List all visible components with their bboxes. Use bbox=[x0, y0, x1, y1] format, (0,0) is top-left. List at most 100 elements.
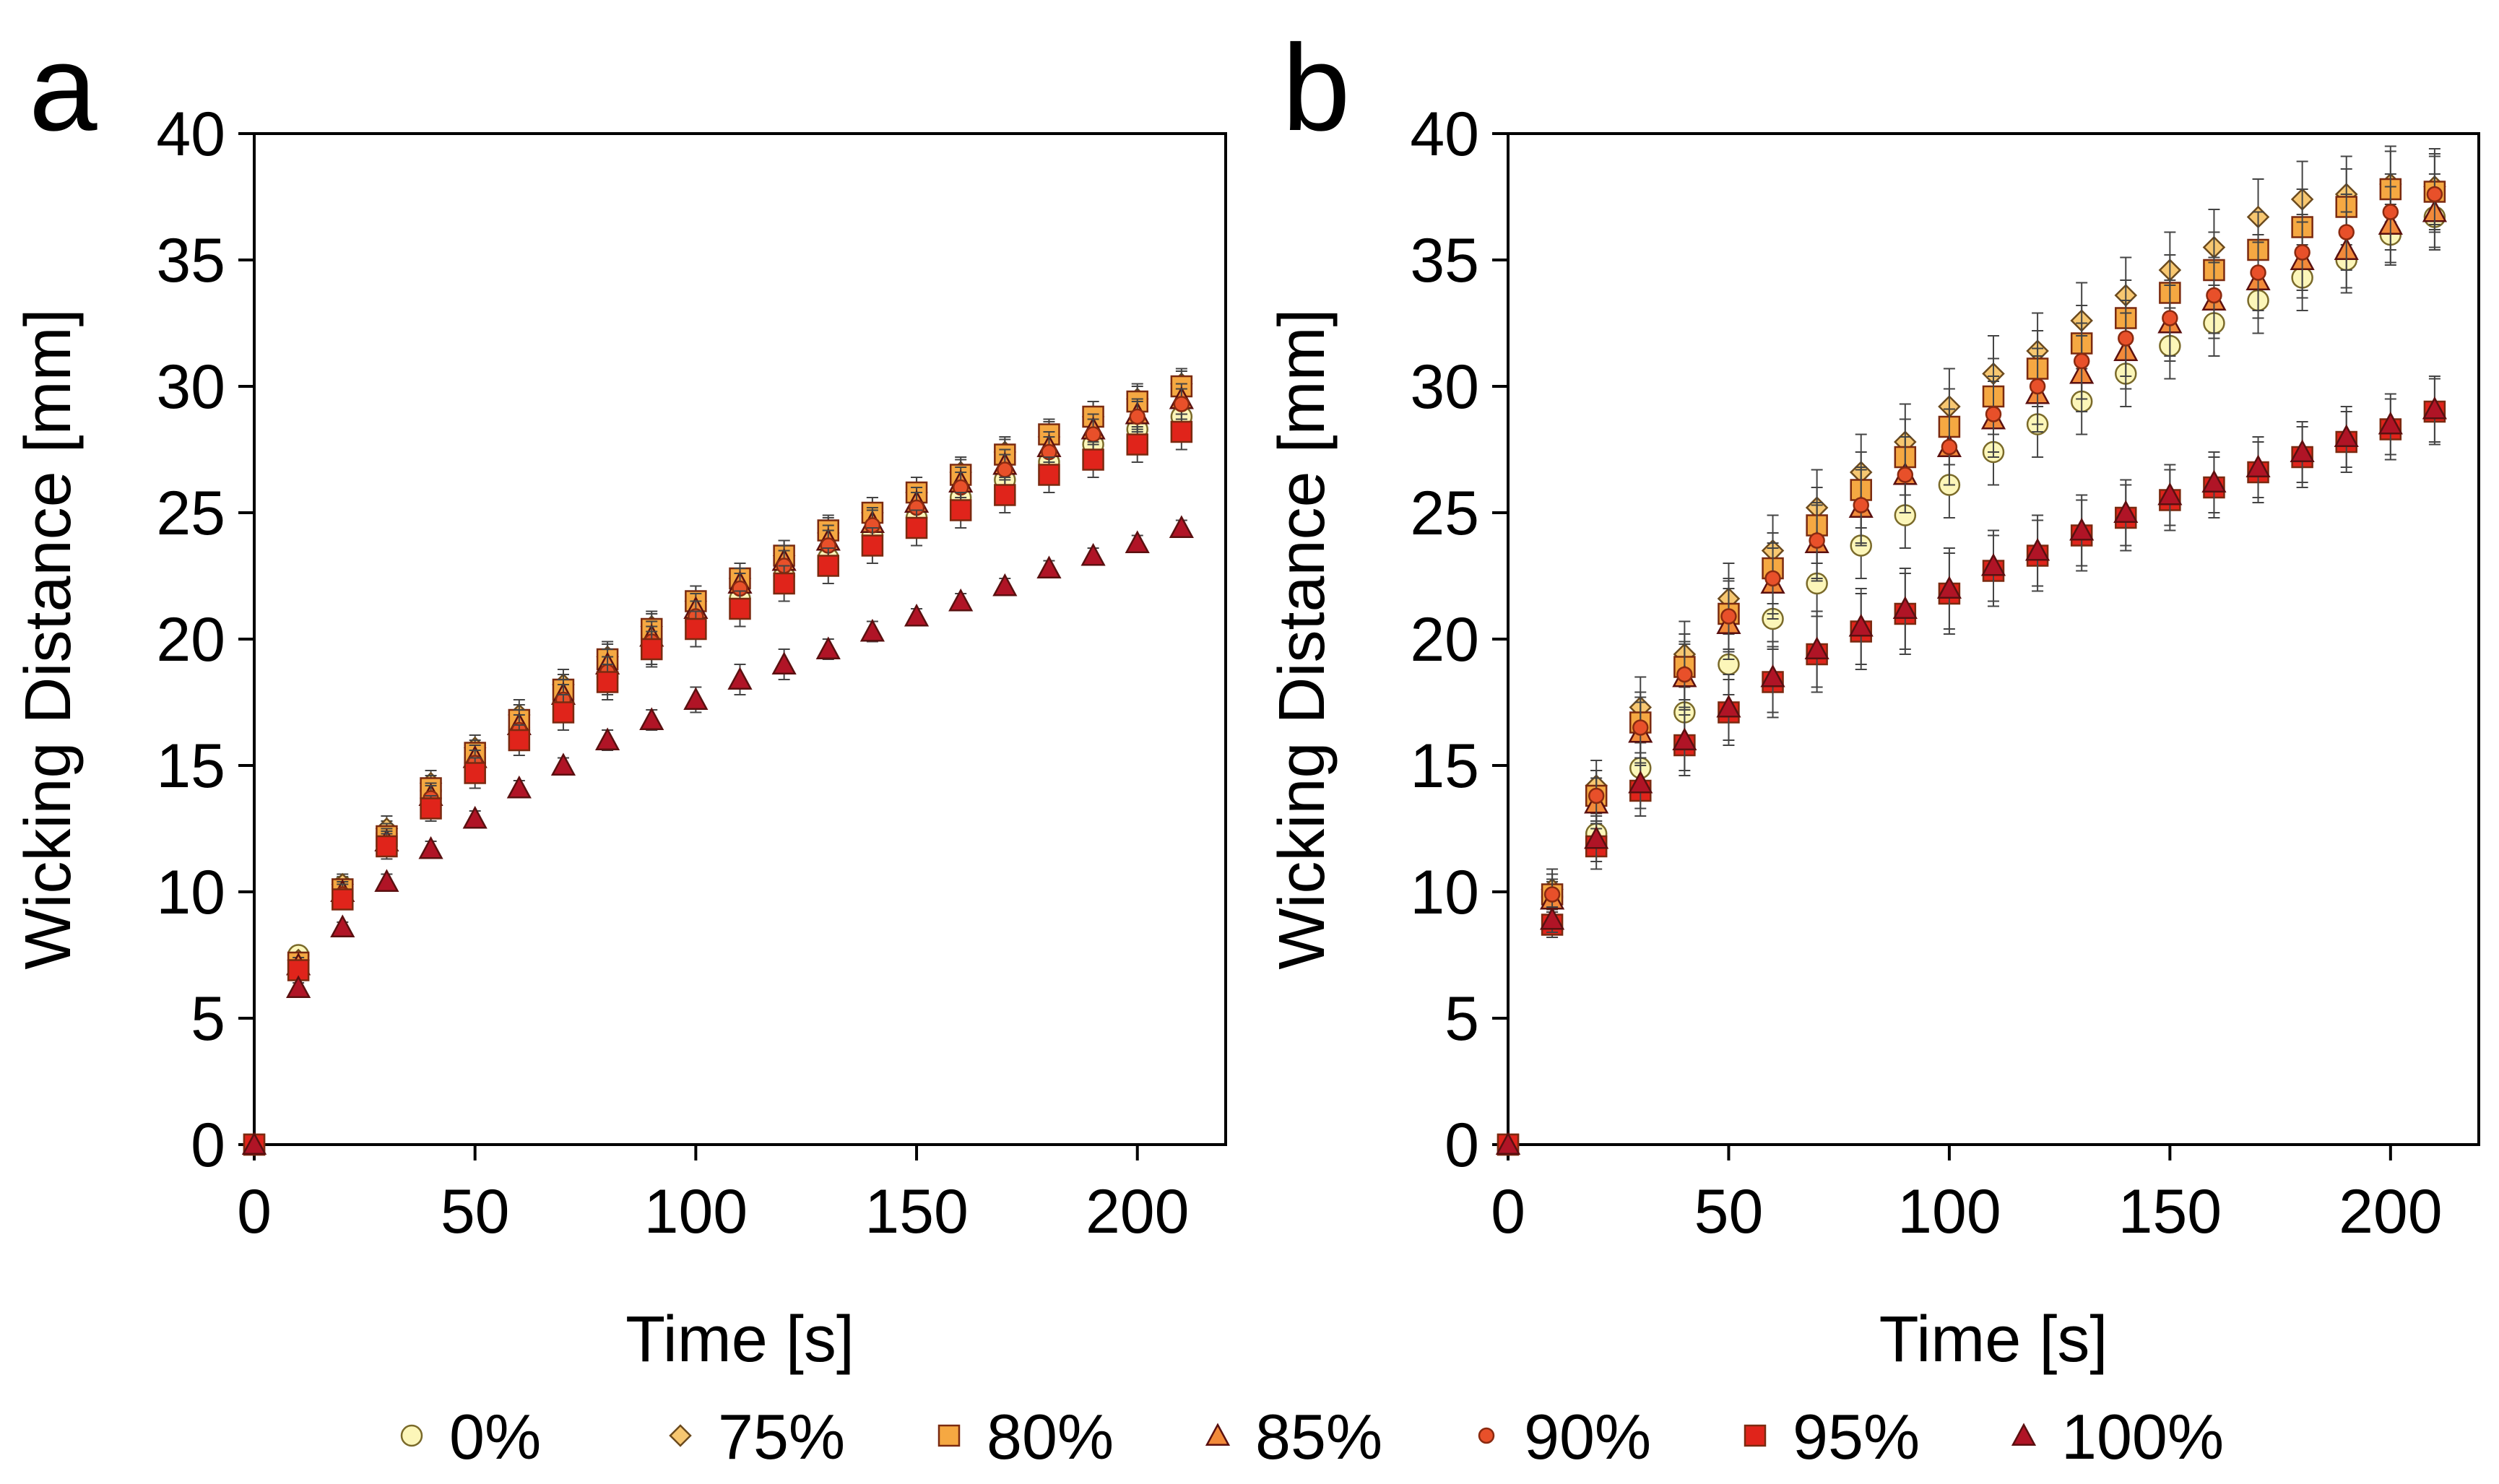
data-point bbox=[420, 797, 442, 820]
data-point bbox=[464, 762, 486, 784]
data-point bbox=[1804, 636, 1829, 659]
data-point bbox=[2162, 310, 2178, 326]
series-0pct bbox=[1497, 186, 2446, 1156]
legend-label: 100% bbox=[2061, 1401, 2224, 1472]
y-tick-label: 0 bbox=[1445, 1111, 1479, 1180]
data-point bbox=[2422, 396, 2448, 420]
data-point bbox=[2334, 424, 2359, 447]
legend-marker bbox=[1478, 1427, 1495, 1444]
data-point bbox=[418, 836, 443, 859]
data-point bbox=[859, 618, 885, 642]
data-point bbox=[904, 603, 930, 627]
data-point bbox=[550, 752, 576, 776]
x-tick-label: 0 bbox=[237, 1177, 272, 1246]
y-tick-label: 15 bbox=[1410, 732, 1479, 801]
legend-item: 75% bbox=[669, 1401, 845, 1472]
data-point bbox=[1170, 420, 1193, 443]
legend: 0% 75% 80% 85% 90% 95% 100% bbox=[400, 1401, 2224, 1472]
legend-label: 95% bbox=[1793, 1401, 1920, 1472]
data-point bbox=[815, 636, 841, 659]
data-point bbox=[594, 727, 620, 750]
panel-label: b bbox=[1282, 19, 1351, 157]
data-point bbox=[508, 729, 531, 752]
data-point bbox=[596, 671, 619, 693]
data-point bbox=[2118, 330, 2134, 347]
y-tick-label: 40 bbox=[1410, 100, 1479, 169]
legend-item: 100% bbox=[2011, 1401, 2224, 1472]
data-point bbox=[2294, 244, 2310, 261]
data-point bbox=[1038, 464, 1060, 486]
x-tick-label: 100 bbox=[644, 1177, 748, 1246]
y-tick-label: 25 bbox=[1410, 479, 1479, 548]
data-point bbox=[1125, 530, 1150, 553]
data-point bbox=[2426, 186, 2443, 203]
data-point bbox=[729, 597, 751, 620]
legend-item: 90% bbox=[1478, 1401, 1651, 1472]
data-point bbox=[1082, 448, 1104, 471]
legend-marker bbox=[1205, 1423, 1231, 1446]
y-tick-label: 5 bbox=[1445, 984, 1479, 1054]
legend-label: 75% bbox=[718, 1401, 845, 1472]
y-axis-label: Wicking Distance [mm] bbox=[1266, 308, 1338, 969]
data-point bbox=[817, 555, 840, 577]
x-tick-label: 50 bbox=[441, 1177, 510, 1246]
x-tick-label: 200 bbox=[2339, 1177, 2443, 1246]
data-point bbox=[1848, 613, 1874, 637]
data-point bbox=[1672, 727, 1697, 750]
legend-marker bbox=[937, 1424, 961, 1447]
data-point bbox=[685, 617, 707, 641]
data-point bbox=[727, 667, 753, 690]
y-tick-label: 30 bbox=[156, 352, 225, 422]
data-point bbox=[332, 888, 354, 911]
y-tick-label: 5 bbox=[191, 984, 225, 1054]
data-point bbox=[1632, 719, 1649, 736]
data-point bbox=[683, 687, 709, 710]
data-point bbox=[949, 499, 972, 521]
data-point bbox=[1980, 552, 2006, 576]
data-point bbox=[640, 638, 663, 661]
legend-label: 80% bbox=[987, 1401, 1114, 1472]
y-tick-label: 20 bbox=[1410, 605, 1479, 674]
series-90pct bbox=[1499, 155, 2443, 1153]
data-point bbox=[2245, 454, 2271, 477]
data-point bbox=[992, 573, 1018, 596]
series-100pct bbox=[241, 515, 1194, 1155]
data-point bbox=[1169, 515, 1194, 538]
y-tick-label: 10 bbox=[156, 858, 225, 927]
data-point bbox=[2290, 439, 2315, 462]
data-point bbox=[773, 572, 795, 595]
x-tick-label: 100 bbox=[1897, 1177, 2001, 1246]
data-point bbox=[1720, 608, 1737, 625]
data-point bbox=[997, 461, 1013, 478]
data-point bbox=[1809, 532, 1825, 549]
data-point bbox=[1676, 666, 1693, 683]
data-point bbox=[506, 775, 532, 799]
y-tick-label: 20 bbox=[156, 605, 225, 674]
data-point bbox=[2157, 482, 2183, 505]
y-axis-label: Wicking Distance [mm] bbox=[12, 308, 85, 969]
x-tick-label: 200 bbox=[1086, 1177, 1190, 1246]
data-point bbox=[1628, 770, 1653, 794]
data-point bbox=[1495, 1132, 1521, 1155]
x-tick-label: 150 bbox=[2118, 1177, 2222, 1246]
data-point bbox=[2250, 264, 2266, 281]
data-point bbox=[1588, 787, 1605, 804]
data-point bbox=[2378, 411, 2403, 435]
data-point bbox=[905, 516, 928, 539]
legend-marker bbox=[2011, 1423, 2037, 1446]
data-point bbox=[1173, 396, 1190, 412]
legend-item: 80% bbox=[937, 1401, 1114, 1472]
data-point bbox=[241, 1132, 267, 1155]
data-point bbox=[2338, 224, 2355, 240]
data-point bbox=[2113, 500, 2139, 523]
series-100pct bbox=[1495, 376, 2448, 1155]
data-point bbox=[2073, 352, 2090, 370]
legend-marker bbox=[400, 1424, 423, 1447]
series-90pct bbox=[246, 388, 1190, 1153]
data-point bbox=[1941, 438, 1958, 456]
data-point bbox=[374, 869, 399, 892]
data-point bbox=[1584, 825, 1609, 849]
data-point bbox=[286, 975, 311, 998]
y-tick-label: 0 bbox=[191, 1111, 225, 1180]
